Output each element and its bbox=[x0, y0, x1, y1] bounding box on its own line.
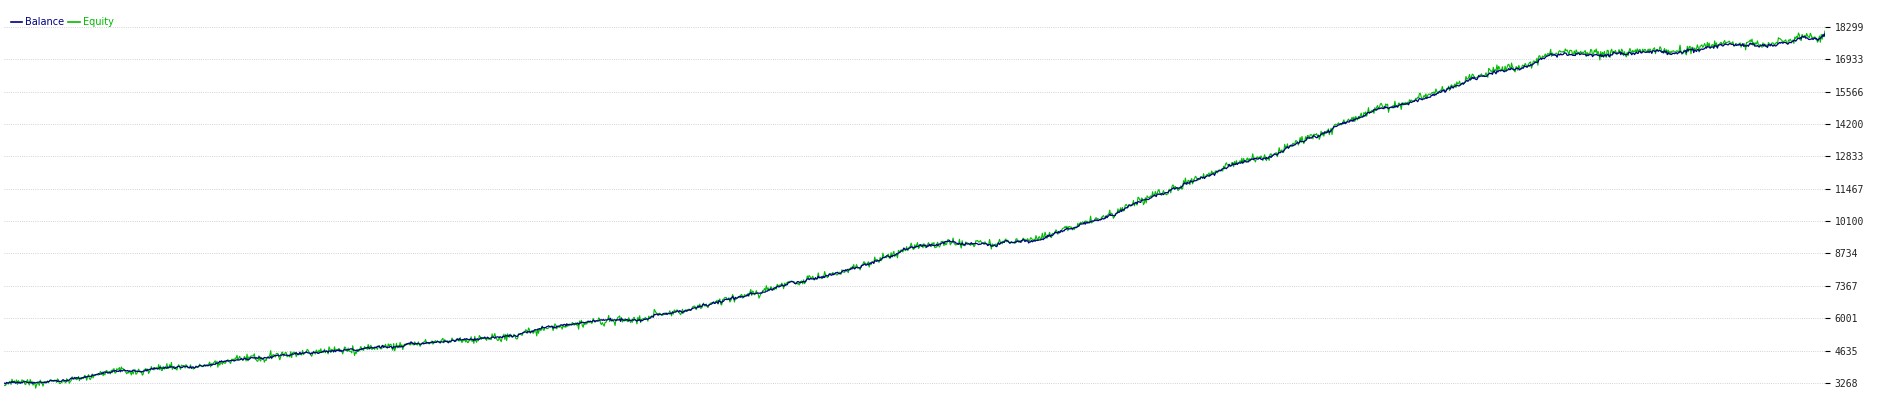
Legend: Balance, Equity: Balance, Equity bbox=[9, 15, 116, 29]
